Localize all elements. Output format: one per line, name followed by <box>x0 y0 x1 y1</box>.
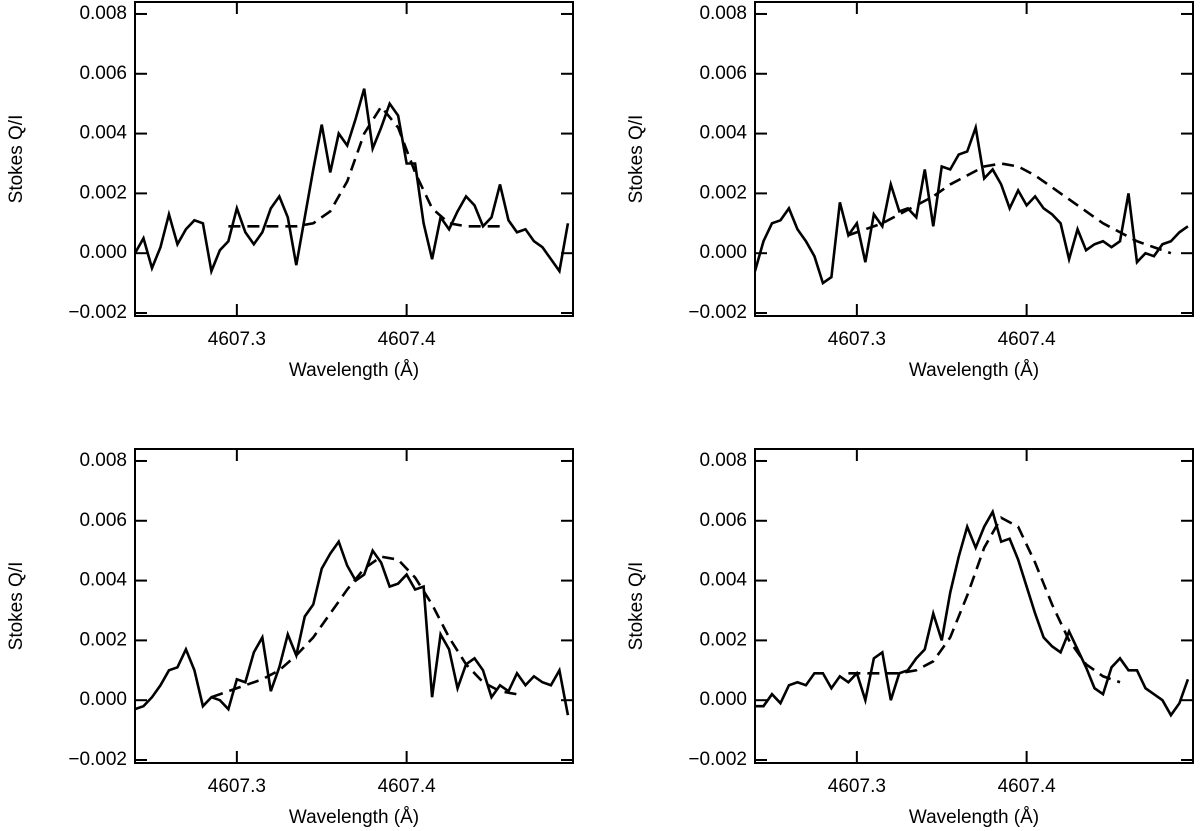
fit-line <box>228 104 500 228</box>
x-axis-label: Wavelength (Å) <box>289 807 419 828</box>
y-tick-label: −0.002 <box>68 749 127 770</box>
panel: −0.002 0.000 0.002 0.004 0.006 0.008 4607.3 460… <box>6 1 574 381</box>
y-tick-label: 0.004 <box>699 570 747 591</box>
fit-line <box>210 555 518 699</box>
x-tick-label: 4607.4 <box>378 329 437 350</box>
y-tick-label: 0.006 <box>699 63 747 84</box>
x-tick-label: 4607.3 <box>828 329 886 350</box>
panel: −0.002 0.000 0.002 0.004 0.006 0.008 4607.3 460… <box>626 1 1194 381</box>
axes-frame <box>134 1 574 317</box>
x-tick-label: 4607.3 <box>208 776 266 797</box>
x-axis-label: Wavelength (Å) <box>909 807 1039 828</box>
x-tick-label: 4607.4 <box>998 776 1057 797</box>
y-tick-label: −0.002 <box>688 302 747 323</box>
y-axis-label: Stokes Q/I <box>626 115 647 204</box>
axes-frame <box>134 448 574 764</box>
x-tick-label: 4607.3 <box>208 329 266 350</box>
y-tick-label: 0.006 <box>79 510 127 531</box>
y-tick-label: 0.002 <box>79 629 127 650</box>
y-tick-label: 0.002 <box>699 182 747 203</box>
x-axis-label: Wavelength (Å) <box>289 360 419 381</box>
y-tick-label: 0.004 <box>79 123 127 144</box>
y-tick-label: −0.002 <box>68 302 127 323</box>
fit-line <box>848 516 1121 684</box>
data-line <box>755 122 1189 286</box>
y-axis-label: Stokes Q/I <box>6 562 27 651</box>
y-tick-label: 0.008 <box>699 450 747 471</box>
panel: −0.002 0.000 0.002 0.004 0.006 0.008 4607.3 460… <box>626 448 1194 828</box>
y-tick-label: 0.000 <box>79 242 127 263</box>
y-tick-label: 0.000 <box>79 689 127 710</box>
y-tick-label: 0.002 <box>79 182 127 203</box>
axes-frame <box>754 448 1194 764</box>
y-tick-label: 0.006 <box>699 510 747 531</box>
y-tick-label: 0.004 <box>79 570 127 591</box>
data-line <box>755 508 1190 718</box>
y-tick-label: −0.002 <box>688 749 747 770</box>
x-tick-label: 4607.4 <box>998 329 1057 350</box>
data-line <box>135 88 570 276</box>
plot-area <box>755 508 1190 718</box>
plot-area <box>135 538 570 716</box>
y-tick-label: 0.008 <box>79 3 127 24</box>
data-line <box>135 538 570 716</box>
x-tick-label: 4607.3 <box>828 776 886 797</box>
y-tick-label: 0.004 <box>699 123 747 144</box>
y-axis-label: Stokes Q/I <box>6 115 27 204</box>
y-tick-label: 0.008 <box>699 3 747 24</box>
x-tick-label: 4607.4 <box>378 776 437 797</box>
y-tick-label: 0.002 <box>699 629 747 650</box>
y-tick-label: 0.008 <box>79 450 127 471</box>
plot-area <box>755 122 1189 286</box>
x-axis-label: Wavelength (Å) <box>909 360 1039 381</box>
y-axis-label: Stokes Q/I <box>626 562 647 651</box>
fit-line <box>847 162 1172 255</box>
y-tick-label: 0.006 <box>79 63 127 84</box>
y-tick-label: 0.000 <box>699 689 747 710</box>
plot-area <box>135 88 570 276</box>
panel: −0.002 0.000 0.002 0.004 0.006 0.008 4607.3 460… <box>6 448 574 828</box>
y-tick-label: 0.000 <box>699 242 747 263</box>
axes-frame <box>754 1 1194 317</box>
